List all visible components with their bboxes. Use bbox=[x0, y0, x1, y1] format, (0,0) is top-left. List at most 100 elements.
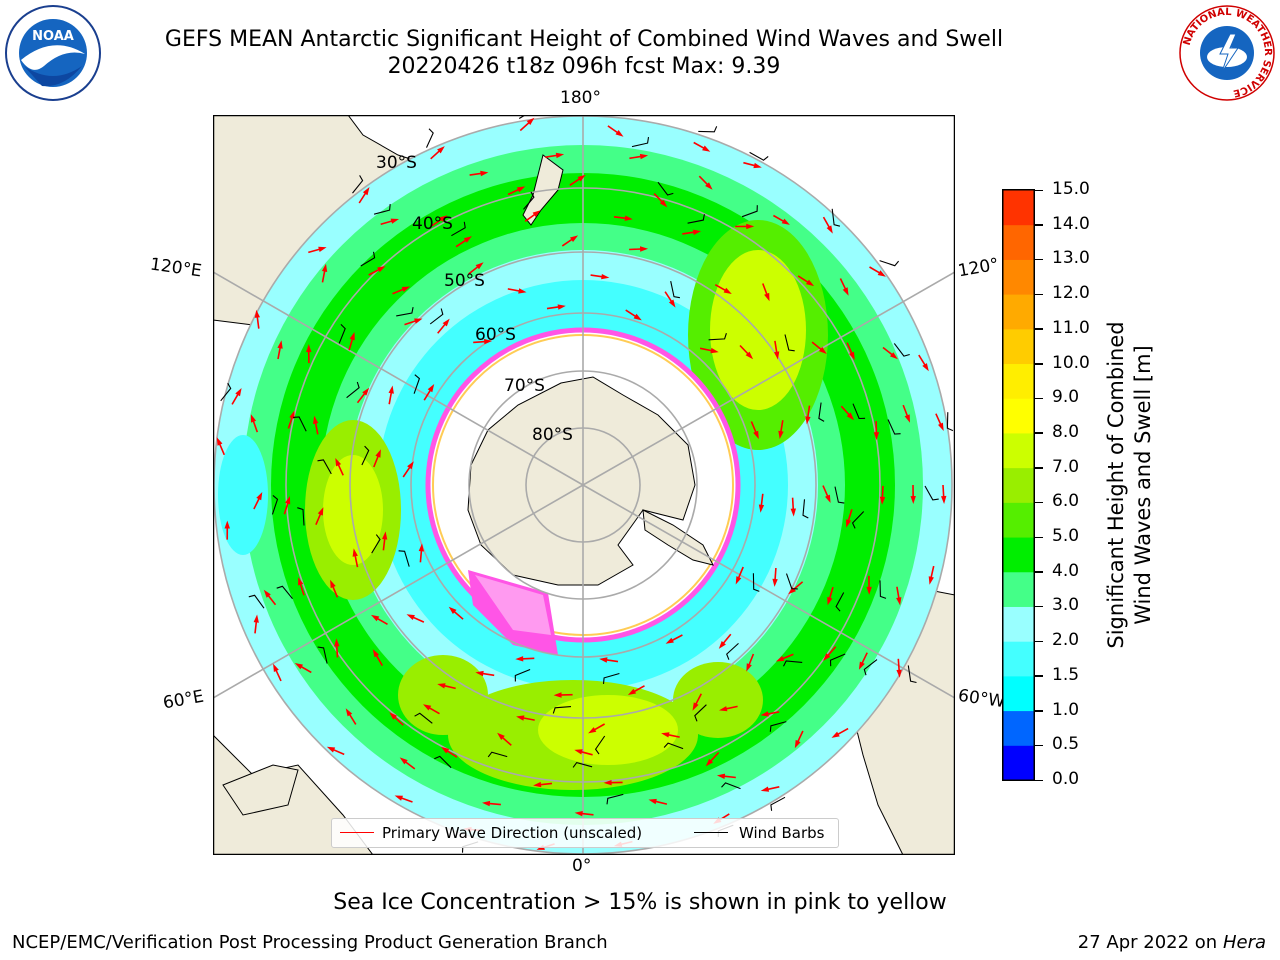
wave-arrow-head bbox=[866, 586, 872, 595]
wind-barb bbox=[924, 485, 939, 501]
wind-barb bbox=[835, 592, 845, 612]
wind-barb bbox=[429, 308, 444, 325]
legend-wave-direction: Primary Wave Direction (unscaled) bbox=[382, 824, 643, 842]
wind-barb bbox=[276, 585, 293, 600]
colorbar-segment bbox=[1003, 675, 1034, 712]
colorbar-tick bbox=[1035, 224, 1043, 226]
wave-arrow-head bbox=[317, 507, 324, 516]
wave-arrow-head bbox=[516, 186, 526, 193]
madagascar-land bbox=[222, 764, 299, 816]
wind-barb bbox=[657, 181, 674, 196]
wave-arrow-head bbox=[250, 414, 257, 423]
wave-arrow-head bbox=[475, 262, 484, 270]
colorbar-segment bbox=[1003, 606, 1034, 642]
map-legend: Primary Wave Direction (unscaled) Wind B… bbox=[331, 818, 839, 848]
wave-arrow-head bbox=[831, 731, 840, 738]
wind-barb bbox=[220, 382, 232, 402]
wave-arrow-head bbox=[313, 415, 319, 425]
colorbar-tick bbox=[1035, 467, 1043, 469]
wind-barb bbox=[514, 668, 531, 682]
colorbar-tick bbox=[1035, 640, 1043, 643]
lon-label-120w: 120° bbox=[956, 254, 1001, 282]
wind-barb bbox=[523, 191, 535, 210]
colorbar-tick-label: 6.0 bbox=[1052, 491, 1080, 512]
wave-arrow-head bbox=[406, 614, 415, 620]
wave-arrow-head bbox=[574, 749, 583, 755]
footer-date: 27 Apr 2022 on Hera bbox=[1077, 932, 1266, 953]
wave-arrow-head bbox=[427, 384, 435, 393]
wave-arrow-head bbox=[475, 670, 484, 677]
wave-arrow-head bbox=[753, 430, 759, 440]
legend-wind-barbs: Wind Barbs bbox=[739, 824, 825, 842]
wind-barb bbox=[606, 793, 624, 805]
wind-barb bbox=[852, 403, 866, 420]
wave-arrow-head bbox=[778, 430, 784, 439]
colorbar-tick-label: 9.0 bbox=[1052, 387, 1080, 408]
wind-barb bbox=[552, 706, 572, 714]
wind-barb bbox=[946, 412, 954, 432]
wind-barb bbox=[879, 580, 887, 599]
wave-arrow-head bbox=[705, 758, 714, 767]
wind-barb bbox=[346, 381, 360, 399]
colorbar-segment bbox=[1003, 467, 1034, 503]
wave-arrow-head bbox=[362, 187, 370, 196]
colorbar-tick-label: 11.0 bbox=[1052, 317, 1090, 338]
wave-arrow-head bbox=[335, 458, 342, 467]
wave-arrow-head bbox=[842, 287, 849, 296]
lon-label-120e: 120°E bbox=[148, 254, 203, 282]
wave-patch bbox=[323, 455, 383, 565]
wind-barb bbox=[887, 419, 901, 435]
colorbar-tick-label: 8.0 bbox=[1052, 421, 1080, 442]
wind-barb bbox=[594, 735, 606, 755]
wave-patch bbox=[673, 662, 763, 738]
wind-barb bbox=[371, 534, 381, 554]
wind-barb bbox=[879, 260, 900, 267]
wave-arrow-head bbox=[823, 653, 831, 661]
wave-arrow-head bbox=[394, 795, 403, 801]
wave-arrow-head bbox=[294, 663, 303, 670]
wave-arrow-head bbox=[774, 351, 780, 360]
wind-barb bbox=[317, 459, 332, 475]
wave-arrow-head bbox=[375, 449, 381, 458]
wave-arrow-head bbox=[224, 520, 230, 529]
sea-ice-caption: Sea Ice Concentration > 15% is shown in … bbox=[333, 890, 947, 915]
wave-arrow-head bbox=[216, 437, 223, 446]
wave-arrow-head bbox=[633, 313, 642, 321]
lat-label-60s: 60°S bbox=[475, 325, 516, 345]
colorbar-tick bbox=[1035, 744, 1043, 747]
wave-arrow-head bbox=[372, 649, 380, 658]
colorbar-segment bbox=[1003, 363, 1034, 399]
wave-arrow-head bbox=[533, 781, 542, 788]
wave-arrow-head bbox=[277, 340, 283, 349]
wave-arrow-head bbox=[781, 218, 790, 225]
wind-barb bbox=[726, 642, 739, 660]
lat-label-50s: 50°S bbox=[444, 271, 485, 291]
wave-arrow-head bbox=[904, 414, 910, 423]
colorbar-tick bbox=[1035, 536, 1043, 539]
wind-barb bbox=[829, 653, 846, 667]
lon-label-60e: 60°E bbox=[161, 686, 206, 714]
colorbar-segment bbox=[1003, 745, 1034, 781]
colorbar-tick-label: 13.0 bbox=[1052, 248, 1090, 269]
footer-machine: Hera bbox=[1222, 932, 1266, 953]
colorbar-tick-label: 7.0 bbox=[1052, 456, 1080, 477]
wave-arrow-head bbox=[615, 130, 624, 137]
footer-branch: NCEP/EMC/Verification Post Processing Pr… bbox=[12, 932, 608, 953]
wave-patch bbox=[398, 655, 488, 735]
wind-barb bbox=[487, 751, 508, 758]
colorbar-tick bbox=[1035, 328, 1043, 330]
colorbar-tick bbox=[1035, 710, 1043, 712]
colorbar-tick-label: 1.0 bbox=[1052, 699, 1080, 720]
wave-arrow-head bbox=[938, 422, 944, 431]
wind-barb bbox=[784, 334, 795, 352]
wave-direction-arrows bbox=[216, 117, 947, 850]
wave-arrow-head bbox=[414, 318, 423, 324]
colorbar-segment bbox=[1003, 224, 1034, 260]
wave-arrow-head bbox=[788, 587, 796, 595]
wave-arrow-head bbox=[825, 494, 831, 503]
colorbar-label: Significant Height of Combined Wind Wave… bbox=[1104, 321, 1155, 649]
wave-arrow-head bbox=[574, 811, 583, 817]
wave-arrow-head bbox=[806, 279, 815, 287]
wind-barb bbox=[602, 672, 620, 684]
lon-label-0: 0° bbox=[572, 856, 592, 876]
